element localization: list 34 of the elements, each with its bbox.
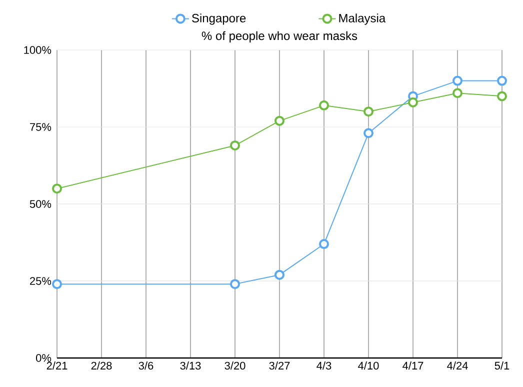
point <box>496 76 507 86</box>
x-tick-label: 5/1 <box>494 362 510 370</box>
y-tick-label: 75% <box>30 123 52 131</box>
x-tick-label: 3/27 <box>269 362 290 370</box>
point <box>452 88 462 98</box>
x-tick-label: 3/20 <box>224 362 246 370</box>
x-tick-label: 2/21 <box>46 362 68 370</box>
chart-title: % of people who wear masks <box>202 31 358 42</box>
legend-label: Malaysia <box>339 14 386 25</box>
y-tick-label: 50% <box>30 200 52 208</box>
point <box>52 184 62 194</box>
x-tick-label: 4/3 <box>316 362 332 370</box>
point <box>452 76 462 86</box>
x-tick-label: 4/24 <box>447 362 468 370</box>
point <box>496 91 507 102</box>
x-tick-label: 4/10 <box>358 362 379 370</box>
point <box>230 279 240 290</box>
point <box>364 128 374 138</box>
point <box>319 239 329 250</box>
point <box>52 279 62 290</box>
point <box>364 106 374 117</box>
point <box>274 270 284 280</box>
x-tick-label: 3/13 <box>180 362 201 370</box>
y-tick-label: 100% <box>24 46 52 54</box>
x-tick-label: 4/17 <box>402 362 424 370</box>
x-tick-label: 3/6 <box>138 362 154 370</box>
y-tick-label: 0% <box>36 354 52 362</box>
point <box>230 140 240 150</box>
point <box>319 100 329 110</box>
y-tick-label: 25% <box>30 277 52 285</box>
x-tick-label: 2/28 <box>91 362 112 370</box>
point <box>274 116 284 126</box>
point <box>408 97 418 108</box>
legend-label: Singapore <box>192 14 246 25</box>
